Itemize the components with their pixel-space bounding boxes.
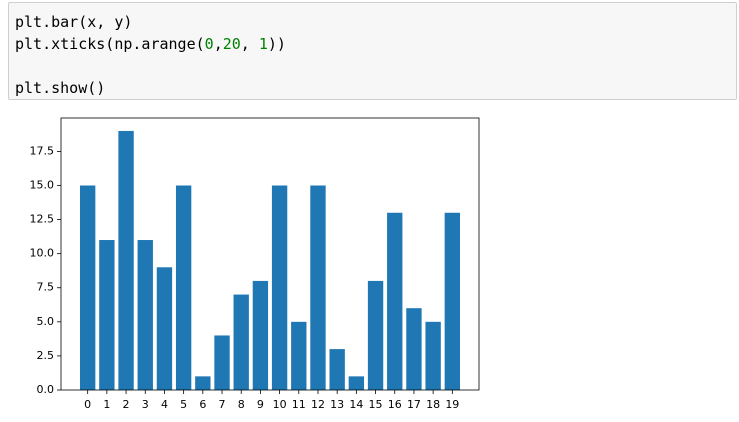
code-token: plt.show() (15, 79, 106, 97)
x-tick-label: 15 (369, 398, 383, 411)
bar (425, 321, 441, 390)
bar (156, 267, 173, 390)
bar (291, 321, 307, 390)
code-token: )) (267, 35, 286, 53)
y-tick-label: 12.5 (30, 213, 55, 226)
code-token: , (213, 35, 223, 53)
code-token: 1 (258, 35, 268, 53)
code-line: plt.show() (15, 77, 730, 99)
x-tick-label: 16 (388, 398, 402, 411)
y-tick-label: 7.5 (37, 281, 55, 294)
plot-frame (60, 117, 480, 391)
x-tick-label: 2 (123, 398, 130, 411)
bar (118, 130, 134, 390)
bar (444, 212, 460, 390)
blank-line (15, 55, 730, 77)
bar (387, 212, 403, 390)
bar (329, 349, 345, 390)
x-tick-label: 6 (199, 398, 206, 411)
code-line: plt.xticks(np.arange(0,20, 1)) (15, 33, 730, 55)
x-tick-label: 1 (103, 398, 110, 411)
bar (271, 185, 288, 390)
y-tick-label: 5.0 (37, 315, 55, 328)
x-tick-label: 10 (273, 398, 287, 411)
bar (195, 376, 211, 390)
x-tick-label: 12 (311, 398, 325, 411)
bar (175, 185, 192, 390)
bar (137, 240, 153, 390)
x-tick-label: 0 (84, 398, 91, 411)
x-tick-label: 11 (292, 398, 306, 411)
x-tick-label: 19 (445, 398, 459, 411)
code-token: , (240, 35, 259, 53)
bar (367, 280, 384, 390)
bar (99, 240, 115, 390)
bar (348, 376, 365, 390)
code-token: plt.xticks(np.arange( (15, 35, 205, 53)
y-tick-label: 2.5 (37, 349, 55, 362)
bar (233, 294, 249, 390)
code-token: 0 (204, 35, 214, 53)
x-tick-label: 14 (349, 398, 363, 411)
x-tick-label: 9 (257, 398, 264, 411)
x-tick-label: 4 (161, 398, 168, 411)
bar (80, 185, 96, 390)
code-cell[interactable]: plt.bar(x, y) plt.xticks(np.arange(0,20, … (8, 2, 737, 100)
y-tick-label: 17.5 (30, 144, 55, 157)
code-token: plt.bar(x, y) (15, 13, 133, 31)
code-line: plt.bar(x, y) (15, 11, 730, 33)
x-tick-label: 5 (180, 398, 187, 411)
x-tick-label: 3 (142, 398, 149, 411)
x-tick-label: 7 (219, 398, 226, 411)
bar (406, 308, 422, 390)
x-tick-label: 18 (426, 398, 440, 411)
chart: 0.02.55.07.510.012.515.017.50 1 2 3 4 5 6 7 8 9 10… (30, 117, 480, 411)
bar (252, 280, 269, 390)
bar (214, 335, 230, 390)
y-tick-label: 15.0 (30, 178, 55, 191)
x-tick-label: 13 (330, 398, 344, 411)
x-tick-label: 17 (407, 398, 421, 411)
y-tick-label: 10.0 (30, 247, 55, 260)
bar (310, 185, 326, 390)
x-tick-label: 8 (238, 398, 245, 411)
code-token: 20 (222, 35, 241, 53)
y-tick-label: 0.0 (37, 383, 55, 396)
